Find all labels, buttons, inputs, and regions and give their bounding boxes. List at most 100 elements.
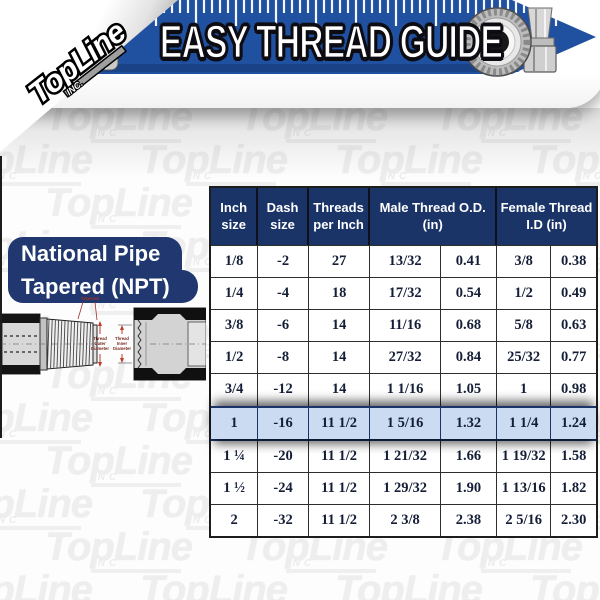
watermark-suffix: INC <box>0 429 81 444</box>
watermark-text: TopLine <box>0 396 93 440</box>
table-cell: 1 13/16 <box>497 472 552 504</box>
watermark-suffix: INC <box>286 558 376 573</box>
band-lower-shade <box>28 64 520 72</box>
table-cell: 25/32 <box>497 342 552 374</box>
table-row: 1 ¼ -20 11 1/2 1 21/32 1.66 1 19/32 1.58 <box>211 438 596 472</box>
table-cell: 11 1/2 <box>309 440 371 472</box>
table-row: 1/8 -2 27 13/32 0.41 3/8 0.38 <box>211 245 596 278</box>
chrome-fittings-photo <box>462 7 557 77</box>
table-cell: 1.90 <box>441 472 498 504</box>
table-body: 1/8 -2 27 13/32 0.41 3/8 0.38 1/4 -4 18 17/32 0.54 1… <box>211 245 596 536</box>
npt-label-line2: Tapered (NPT) <box>8 270 198 303</box>
table-cell: 1.24 <box>560 414 587 431</box>
female-fitting-drawing <box>133 307 206 381</box>
swivel-nut-fitting <box>462 7 532 77</box>
table-cell: 14 <box>309 342 371 374</box>
table-cell: -20 <box>258 440 309 472</box>
table-cell: 1 5/16 <box>370 407 441 439</box>
banner-title: EASY THREAD GUIDE <box>159 15 503 68</box>
left-edge-line <box>0 156 2 438</box>
table-cell: -16 <box>258 407 309 439</box>
watermark-suffix: INC <box>91 214 181 229</box>
table-row: 3/4 -12 14 1 1/16 1.05 1 0.98 <box>211 373 596 406</box>
npt-fitting-diagram: Tapered Thread Outer Diameter Thread Inn… <box>0 296 206 381</box>
male-flare-fitting <box>523 7 557 73</box>
table-cell: 1.05 <box>441 374 498 406</box>
table-cell: 2 5/16 <box>497 504 552 536</box>
table-cell: 0.63 <box>560 317 587 334</box>
svg-text:Diameter: Diameter <box>91 346 109 351</box>
table-cell: 18 <box>309 278 371 310</box>
table-cell: 0.77 <box>560 349 587 366</box>
table-cell: 14 <box>309 310 371 342</box>
table-cell: -8 <box>258 342 309 374</box>
table-cell: 0.49 <box>560 285 587 302</box>
table-cell: 0.54 <box>441 278 498 310</box>
watermark-text: TopLine <box>140 568 288 600</box>
svg-text:Inner: Inner <box>117 341 128 346</box>
table-cell: 1/2 <box>497 278 552 310</box>
brand-logo: TopLine INC. <box>19 11 135 113</box>
watermark-text: TopLine <box>0 568 93 600</box>
table-cell: 2.38 <box>441 504 498 536</box>
table-cell: 1 <box>211 407 259 439</box>
watermark-text: TopLine <box>0 482 93 526</box>
table-cell: 1 ½ <box>211 472 259 504</box>
table-row: 1/2 -8 14 27/32 0.84 25/32 0.77 <box>211 341 596 374</box>
table-cell: 1 19/32 <box>497 440 552 472</box>
npt-size-table: Inch size Dash size Threads per Inch Mal… <box>209 186 598 538</box>
tapered-annotation: Tapered <box>77 296 99 321</box>
table-cell: 1 1/16 <box>370 374 441 406</box>
table-cell: 3/8 <box>211 310 259 342</box>
table-cell: -24 <box>258 472 309 504</box>
blue-band <box>28 0 596 74</box>
watermark-text: TopLine <box>45 439 193 483</box>
table-cell: 1 21/32 <box>370 440 441 472</box>
table-cell: 2.30 <box>560 511 587 528</box>
male-fitting-drawing <box>0 313 104 375</box>
table-row-highlighted: 1 -16 11 1/2 1 5/16 1.32 1 1/4 1.24 <box>211 405 596 439</box>
npt-label-line1: National Pipe <box>8 237 182 270</box>
table-row: 3/8 -6 14 11/16 0.68 5/8 0.63 <box>211 309 596 342</box>
watermark-suffix: INC <box>481 558 571 573</box>
table-cell: 1.32 <box>441 407 498 439</box>
table-cell: -32 <box>258 504 309 536</box>
table-cell: 11 1/2 <box>309 407 371 439</box>
svg-text:Outer: Outer <box>94 341 106 346</box>
table-cell: 0.38 <box>560 253 587 270</box>
table-cell: 5/8 <box>497 310 552 342</box>
table-cell: 11/16 <box>370 310 441 342</box>
table-cell: -2 <box>258 246 309 278</box>
table-cell: 2 <box>211 504 259 536</box>
table-cell: 0.41 <box>441 246 498 278</box>
watermark-text: TopLine <box>335 568 483 600</box>
svg-text:Diameter: Diameter <box>113 346 131 351</box>
table-cell: 0.98 <box>560 381 587 398</box>
table-cell: 3/8 <box>497 246 552 278</box>
table-cell: 1 1/4 <box>497 407 552 439</box>
table-cell: 11 1/2 <box>309 472 371 504</box>
svg-text:Tapered: Tapered <box>81 296 99 301</box>
table-cell: 14 <box>309 374 371 406</box>
watermark-suffix: INC <box>91 558 181 573</box>
table-cell: 0.84 <box>441 342 498 374</box>
table-cell: 1 29/32 <box>370 472 441 504</box>
table-cell: 1.82 <box>560 479 587 496</box>
svg-text:Thread: Thread <box>93 336 107 341</box>
table-cell: -12 <box>258 374 309 406</box>
table-cell: 2 3/8 <box>370 504 441 536</box>
banner-shadow-gradient <box>0 108 600 178</box>
outer-diameter-dimension: Thread Outer Diameter <box>91 321 109 367</box>
table-cell: 3/4 <box>211 374 259 406</box>
table-row: 2 -32 11 1/2 2 3/8 2.38 2 5/16 2.30 <box>211 503 596 536</box>
header-dash-size: Dash size <box>258 188 309 245</box>
table-header-row: Inch size Dash size Threads per Inch Mal… <box>211 188 596 245</box>
table-row: 1/4 -4 18 17/32 0.54 1/2 0.49 <box>211 277 596 310</box>
